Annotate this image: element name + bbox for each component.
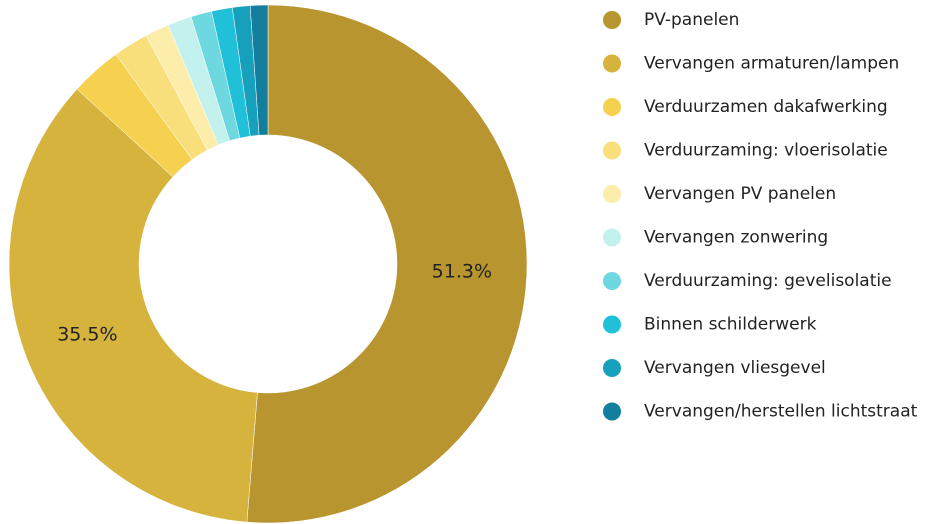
legend-swatch [603,272,621,290]
legend-swatch [603,359,621,377]
legend-label: Vervangen zonwering [644,228,828,248]
slice [8,88,258,523]
slice [249,4,269,136]
slice-label: 51.3% [432,260,492,282]
legend-swatch [603,315,621,334]
legend-label: PV-panelen [644,10,739,30]
legend-swatch [603,98,621,116]
slice-label: 35.5% [57,323,117,345]
legend-swatch [603,54,621,73]
legend-swatch [603,141,621,160]
slice [246,4,528,524]
legend-label: Vervangen/herstellen lichtstraat [644,402,918,422]
legend-swatch [603,402,621,421]
legend-swatch [603,11,621,29]
legend-label: Vervangen vliesgevel [644,358,826,378]
legend-label: Verduurzaming: vloerisolatie [644,141,888,161]
legend-label: Verduurzamen dakafwerking [644,97,888,117]
legend-label: Binnen schilderwerk [644,315,817,335]
legend-label: Vervangen armaturen/lampen [644,54,899,74]
legend-label: Verduurzaming: gevelisolatie [644,271,892,291]
legend-swatch [603,228,621,247]
legend-label: Vervangen PV panelen [644,184,836,204]
legend-swatch [603,185,621,203]
